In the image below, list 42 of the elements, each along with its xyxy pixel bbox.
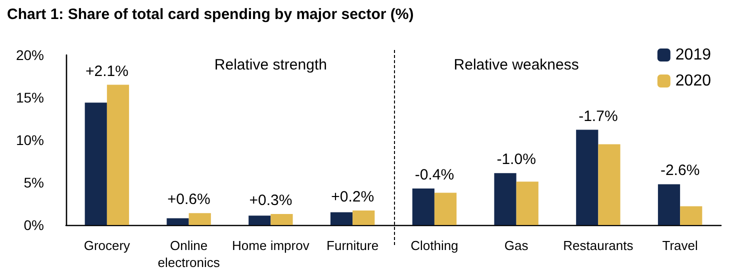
annotation: -0.4% — [414, 166, 454, 184]
bar — [412, 188, 434, 225]
legend-label: 2019 — [675, 46, 712, 64]
x-tick-label: Restaurants — [563, 238, 634, 253]
bar — [576, 130, 598, 225]
x-tick-label: Gas — [504, 238, 529, 253]
annotation: Relative weakness — [454, 56, 579, 74]
y-tick-label: 0% — [24, 217, 44, 233]
annotation: Relative strength — [214, 56, 327, 74]
x-tick-label: Furniture — [326, 238, 379, 253]
bar — [494, 173, 516, 225]
x-tick-label: Home improv — [232, 238, 310, 253]
x-tick-label: Grocery — [84, 238, 131, 253]
bar — [188, 213, 211, 225]
y-tick-label: 15% — [16, 90, 44, 106]
annotation: +2.1% — [85, 62, 128, 80]
chart-title: Chart 1: Share of total card spending by major sector (%) — [7, 6, 414, 23]
annotation: -1.7% — [578, 108, 618, 125]
bar — [352, 210, 375, 225]
annotation: -1.0% — [496, 151, 536, 168]
annotation: +0.2% — [331, 188, 374, 206]
bar — [680, 206, 702, 225]
bar — [106, 84, 130, 225]
bar — [270, 214, 293, 225]
y-tick-label: 5% — [24, 174, 44, 190]
bar — [330, 212, 353, 225]
x-tick-label: Clothing — [410, 238, 458, 253]
bar — [434, 192, 457, 225]
y-tick-label: 10% — [16, 132, 44, 148]
bar — [166, 218, 189, 225]
annotation: +0.3% — [249, 192, 292, 209]
y-tick-label: 20% — [16, 47, 44, 63]
bar — [516, 182, 538, 225]
legend-label: 2020 — [675, 72, 712, 90]
bar — [248, 216, 271, 225]
x-tick-label: Travel — [662, 238, 698, 253]
bar — [84, 102, 107, 225]
bar — [598, 144, 620, 225]
annotation: +0.6% — [167, 191, 210, 208]
bar — [658, 184, 680, 225]
annotation: -2.6% — [660, 162, 700, 180]
x-tick-label: Online electronics — [158, 238, 220, 270]
